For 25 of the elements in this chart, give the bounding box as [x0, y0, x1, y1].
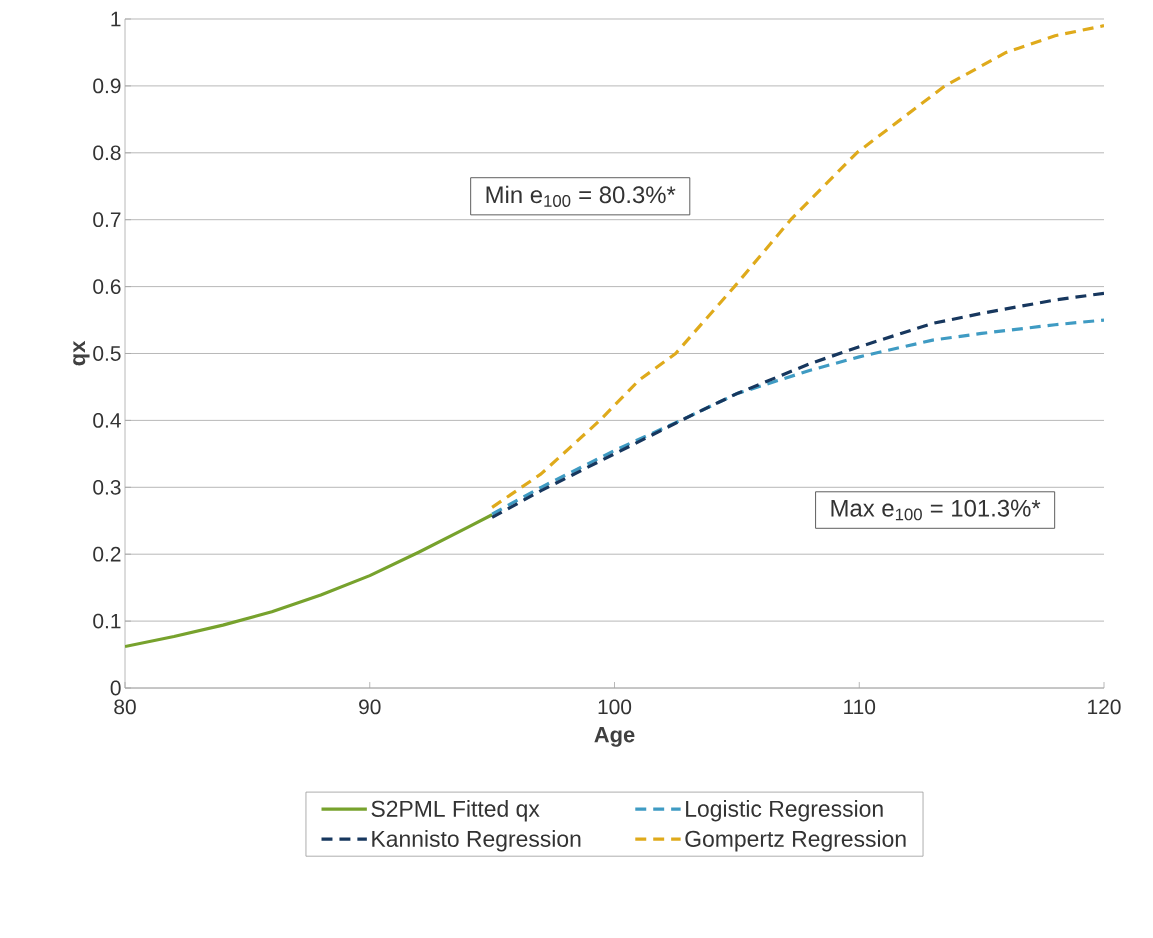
- x-tick-label: 100: [598, 699, 632, 715]
- x-axis-title: Age: [594, 727, 635, 747]
- y-tick-label: 0.6: [93, 279, 121, 294]
- line-series: [125, 513, 494, 649]
- y-tick-label: 0.1: [93, 613, 121, 629]
- y-axis-title: qx: [73, 340, 90, 366]
- legend-label: S2PML Fitted qx: [371, 800, 540, 822]
- y-tick-label: 0: [110, 680, 121, 696]
- legend-label: Kannisto Regression: [372, 830, 581, 852]
- y-tick-label: 0.9: [93, 78, 121, 94]
- annotation: Min e$_{100}$ = 80.3%*: [486, 185, 676, 207]
- annotation: Max e$_{100}$ = 101.3%*: [831, 499, 1041, 521]
- y-tick-label: 0.7: [93, 212, 121, 228]
- y-tick-label: 1: [111, 11, 121, 27]
- y-tick-label: 0.3: [93, 479, 121, 495]
- y-tick-label: 0.2: [93, 546, 121, 562]
- x-tick-label: 90: [359, 699, 381, 715]
- y-tick-label: 0.4: [93, 412, 121, 428]
- legend-label: Logistic Regression: [686, 800, 883, 822]
- y-tick-label: 0.5: [93, 346, 121, 361]
- y-tick-label: 0.8: [93, 145, 121, 161]
- x-tick-label: 80: [114, 699, 136, 715]
- x-tick-label: 110: [844, 699, 876, 715]
- legend-label: Gompertz Regression: [685, 830, 906, 852]
- x-tick-label: 120: [1088, 699, 1121, 715]
